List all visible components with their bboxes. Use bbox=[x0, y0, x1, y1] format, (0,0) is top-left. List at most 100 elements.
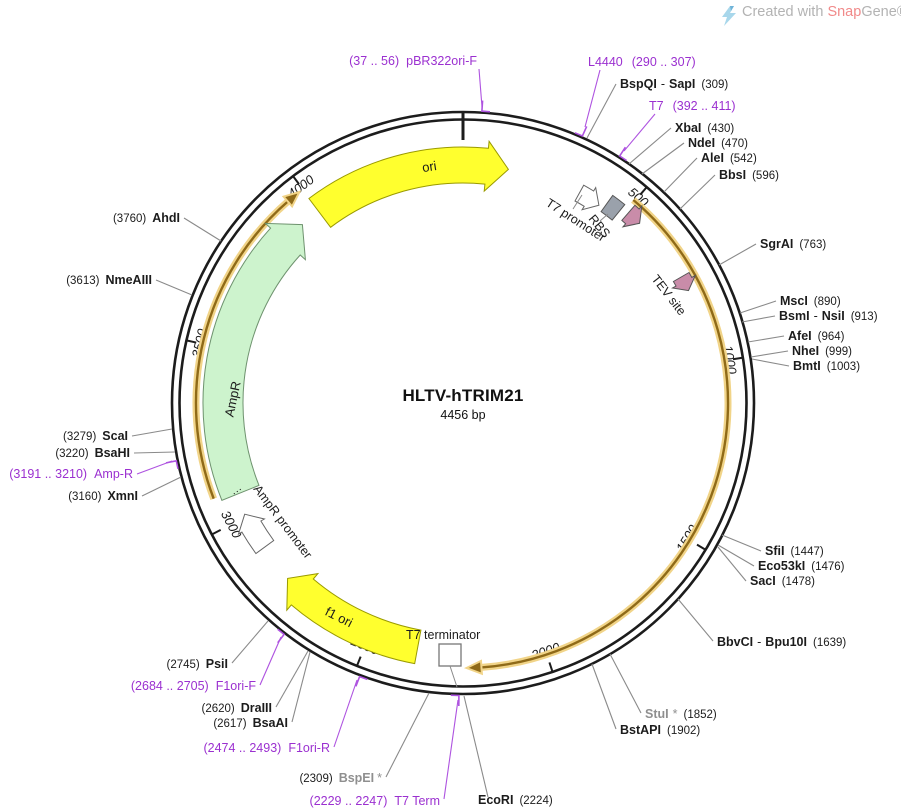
enzyme-leader-bstapi bbox=[591, 663, 617, 730]
primer-label-t7[interactable]: T7 (392 .. 411) bbox=[649, 99, 736, 113]
enzyme-label-bsahi[interactable]: (3220) BsaHI bbox=[55, 446, 130, 460]
enzyme-leader-bspei bbox=[385, 692, 430, 778]
enzyme-label-psii[interactable]: (2745) PsiI bbox=[167, 657, 229, 671]
enzyme-label-eco53ki[interactable]: Eco53kI (1476) bbox=[758, 559, 845, 573]
feature-tag[interactable] bbox=[621, 204, 643, 228]
enzyme-label-msci[interactable]: MscI (890) bbox=[780, 294, 841, 308]
primer-label-l4440[interactable]: L4440 (290 .. 307) bbox=[588, 55, 696, 69]
watermark-brand-snap: Snap bbox=[827, 4, 862, 20]
enzyme-leader-bbsi bbox=[679, 174, 716, 210]
enzyme-leader-scai bbox=[131, 428, 173, 437]
primer-bracket-t7-term bbox=[450, 694, 460, 707]
enzyme-leader-eco53ki bbox=[717, 544, 755, 567]
snapgene-logo-icon bbox=[722, 6, 736, 26]
primer-bracket-l4440 bbox=[574, 126, 588, 138]
enzyme-leader-bmti bbox=[751, 358, 790, 367]
orf-arc-insert-arrowhead bbox=[463, 659, 484, 676]
primer-label-f1ori-r[interactable]: (2474 .. 2493) F1ori-R bbox=[203, 741, 330, 755]
enzyme-label-xbai[interactable]: XbaI (430) bbox=[675, 121, 734, 135]
enzyme-label-bbsi[interactable]: BbsI (596) bbox=[719, 168, 779, 182]
enzyme-label-sfii[interactable]: SfiI (1447) bbox=[765, 544, 824, 558]
enzyme-label-draiii[interactable]: (2620) DraIII bbox=[201, 701, 272, 715]
snapgene-watermark: Created with SnapGene® bbox=[721, 4, 901, 27]
tick-3000 bbox=[211, 528, 222, 536]
enzyme-label-ndei[interactable]: NdeI (470) bbox=[688, 136, 748, 150]
enzyme-label-bspei[interactable]: (2309) BspEI * bbox=[299, 771, 382, 785]
orf-arc-insert bbox=[481, 199, 730, 669]
enzyme-label-nhei[interactable]: NheI (999) bbox=[792, 344, 852, 358]
tick-3500 bbox=[186, 339, 197, 344]
enzyme-label-afei[interactable]: AfeI (964) bbox=[788, 329, 845, 343]
tick-2000 bbox=[548, 662, 554, 672]
enzyme-label-bbvci-bpu10i[interactable]: BbvCI - Bpu10I (1639) bbox=[717, 635, 846, 649]
enzyme-leader-bsahi bbox=[133, 451, 176, 454]
enzyme-leader-xbai bbox=[628, 127, 672, 165]
primer-label-pbr322ori-f[interactable]: (37 .. 56) pBR322ori-F bbox=[349, 54, 477, 68]
enzyme-leader-alei bbox=[663, 157, 698, 193]
enzyme-label-bsaai[interactable]: (2617) BsaAI bbox=[213, 716, 288, 730]
enzyme-leader-saci bbox=[717, 546, 747, 582]
enzyme-label-scai[interactable]: (3279) ScaI bbox=[63, 429, 128, 443]
enzyme-leader-nmeaiii bbox=[155, 279, 193, 296]
primer-leader-t7-term bbox=[443, 699, 459, 800]
enzyme-label-bmti[interactable]: BmtI (1003) bbox=[793, 359, 860, 373]
enzyme-label-saci[interactable]: SacI (1478) bbox=[750, 574, 815, 588]
primer-bracket-t7 bbox=[618, 146, 628, 162]
primer-leader-t7 bbox=[623, 113, 656, 152]
enzyme-label-bstapi[interactable]: BstAPI (1902) bbox=[620, 723, 700, 737]
enzyme-leader-sgrai bbox=[718, 243, 757, 266]
tick-1000 bbox=[732, 356, 743, 361]
primer-bracket-f1ori-r bbox=[355, 675, 368, 687]
enzyme-label-bspqi-sapi[interactable]: BspQI - SapI (309) bbox=[620, 77, 728, 91]
enzyme-leader-msci bbox=[739, 300, 777, 314]
feature-f1-ori[interactable] bbox=[286, 572, 422, 665]
feature-ampr-promoter[interactable] bbox=[237, 513, 275, 555]
watermark-prefix: Created with bbox=[742, 4, 828, 20]
enzyme-label-xmni[interactable]: (3160) XmnI bbox=[68, 489, 138, 503]
primer-bracket-pbr322ori-f bbox=[481, 100, 491, 113]
enzyme-leader-bbvci-bpu10i bbox=[677, 598, 714, 642]
tick-500 bbox=[639, 186, 648, 196]
enzyme-label-ecori[interactable]: EcoRI (2224) bbox=[478, 793, 553, 807]
primer-label-amp-r[interactable]: (3191 .. 3210) Amp-R bbox=[9, 467, 133, 481]
feature-ori[interactable] bbox=[308, 139, 510, 229]
orf-arc-ampr-arrowhead bbox=[281, 190, 302, 209]
enzyme-leader-ecori bbox=[463, 695, 489, 798]
enzyme-leader-bsaai bbox=[291, 651, 311, 723]
enzyme-leader-xmni bbox=[141, 476, 182, 497]
enzyme-leader-nhei bbox=[750, 350, 789, 358]
enzyme-leader-bspqi-sapi bbox=[586, 83, 617, 139]
feature-t7-terminator[interactable] bbox=[438, 643, 462, 667]
feature-rbs[interactable] bbox=[600, 194, 626, 221]
enzyme-label-nmeaiii[interactable]: (3613) NmeAIII bbox=[66, 273, 152, 287]
primer-leader-pbr322ori-f bbox=[478, 68, 483, 108]
tick-4000 bbox=[292, 175, 300, 185]
primer-bracket-f1ori-f bbox=[277, 628, 286, 644]
primer-label-t7-term[interactable]: (2229 .. 2247) T7 Term bbox=[310, 794, 440, 808]
plasmid-size: 4456 bp bbox=[440, 408, 486, 422]
enzyme-label-bsmi-nsii[interactable]: BsmI - NsiI (913) bbox=[779, 309, 878, 323]
ampr-label[interactable]: AmpR bbox=[222, 380, 244, 418]
ori-label[interactable]: ori bbox=[421, 158, 438, 175]
enzyme-leader-afei bbox=[747, 335, 785, 343]
watermark-registered-mark: ® bbox=[897, 4, 901, 20]
enzyme-label-stui[interactable]: StuI * (1852) bbox=[645, 707, 717, 721]
feature-ampr[interactable] bbox=[202, 222, 307, 502]
watermark-text: Created with SnapGene® bbox=[742, 4, 901, 20]
watermark-brand-gene: Gene bbox=[861, 4, 897, 20]
tick-2500 bbox=[356, 656, 362, 666]
enzyme-leader-ahdi bbox=[183, 217, 222, 242]
enzyme-label-alei[interactable]: AleI (542) bbox=[701, 151, 757, 165]
enzyme-label-ahdi[interactable]: (3760) AhdI bbox=[113, 211, 180, 225]
enzyme-leader-stui bbox=[609, 653, 642, 714]
aux-leader-line-1 bbox=[599, 213, 609, 222]
feature-tev-site[interactable] bbox=[671, 271, 697, 292]
primer-leader-l4440 bbox=[584, 69, 601, 128]
aux-leader-line-0 bbox=[572, 194, 583, 210]
primer-label-f1ori-f[interactable]: (2684 .. 2705) F1ori-F bbox=[131, 679, 256, 693]
t7-terminator-label[interactable]: T7 terminator bbox=[406, 628, 480, 642]
feature-t7-promoter[interactable] bbox=[574, 184, 600, 211]
enzyme-label-sgrai[interactable]: SgrAI (763) bbox=[760, 237, 826, 251]
